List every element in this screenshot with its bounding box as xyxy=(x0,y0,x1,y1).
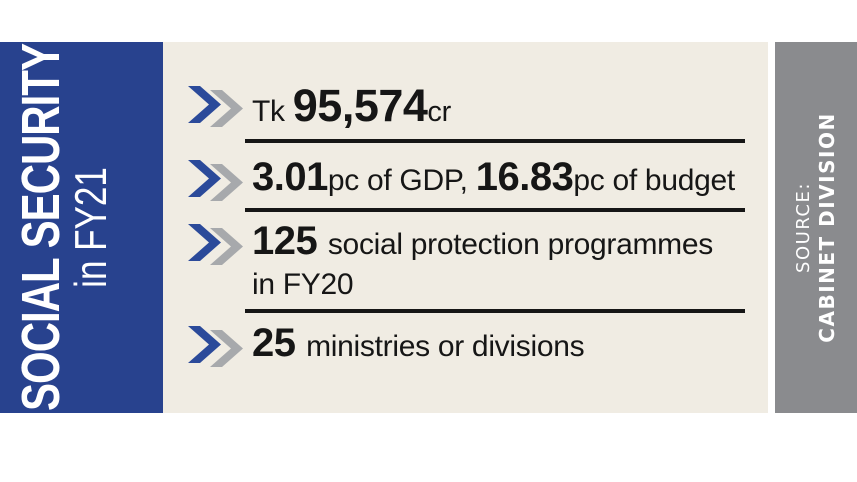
source-value: CABINET DIVISION xyxy=(815,112,840,343)
stat-text: Tk 95,574cr xyxy=(252,82,451,129)
separator xyxy=(245,208,745,212)
double-chevron-icon xyxy=(188,224,243,265)
stat-value: 95,574 xyxy=(292,80,428,131)
stat-item-gdp-budget-share: 3.01pc of GDP, 16.83pc of budget xyxy=(188,156,735,201)
double-chevron-icon xyxy=(188,160,243,201)
stat-item-programmes: 125 social protection programmes in FY20 xyxy=(188,220,713,301)
stat-item-ministries: 25 ministries or divisions xyxy=(188,321,585,367)
page-title: SOCIAL SECURITY xyxy=(10,44,71,411)
stat-value: 16.83 xyxy=(475,155,574,199)
stat-unit: cr xyxy=(427,96,451,128)
title-band xyxy=(0,42,163,413)
stat-prefix: Tk xyxy=(252,95,293,128)
stat-text: 125 social protection programmes in FY20 xyxy=(252,220,713,301)
double-chevron-icon xyxy=(188,86,243,127)
stat-value: 125 xyxy=(252,219,328,263)
stat-label: social protection programmes xyxy=(327,228,713,261)
stat-item-allocation: Tk 95,574cr xyxy=(188,82,451,129)
stat-label: pc of budget xyxy=(573,164,735,197)
separator xyxy=(245,139,745,143)
stat-label: pc of GDP, xyxy=(327,164,476,197)
stat-value: 3.01 xyxy=(252,155,328,199)
source-rotated-block: SOURCE: CABINET DIVISION xyxy=(792,42,840,413)
stat-label: ministries or divisions xyxy=(306,330,585,363)
source-label: SOURCE: xyxy=(793,182,814,273)
stats-panel: Tk 95,574cr 3.01pc of GDP, 16.83pc of bu… xyxy=(163,42,768,413)
separator xyxy=(245,309,745,313)
stat-label-line2: in FY20 xyxy=(252,268,354,301)
page-subtitle: in FY21 xyxy=(66,167,117,288)
source-band xyxy=(775,42,857,413)
double-chevron-icon xyxy=(188,326,243,367)
stat-text: 3.01pc of GDP, 16.83pc of budget xyxy=(252,156,735,198)
stat-value: 25 xyxy=(252,321,307,365)
stat-text: 25 ministries or divisions xyxy=(252,321,585,365)
title-rotated-block: SOCIAL SECURITY in FY21 xyxy=(10,42,117,413)
